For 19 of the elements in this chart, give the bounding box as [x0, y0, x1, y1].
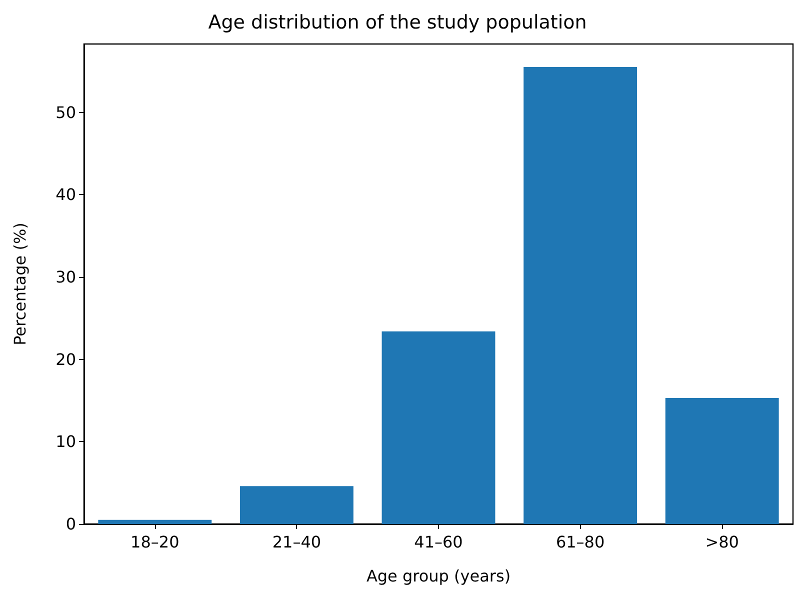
x-tick-label: 18–20 — [130, 532, 180, 552]
y-tick-label: 10 — [56, 432, 76, 452]
x-tick-label: 41–60 — [414, 532, 463, 552]
bar — [665, 398, 779, 524]
y-tick-label: 20 — [56, 350, 76, 369]
y-tick-label: 0 — [66, 514, 76, 534]
y-tick-label: 40 — [56, 185, 76, 204]
bar — [240, 486, 354, 524]
bar — [98, 520, 212, 524]
x-tick-label: >80 — [705, 532, 739, 552]
x-tick-label: 61–80 — [556, 532, 605, 552]
chart-title: Age distribution of the study population — [208, 12, 587, 34]
bar — [524, 67, 638, 524]
bar — [382, 331, 496, 524]
x-axis-title: Age group (years) — [366, 566, 511, 586]
y-tick-label: 30 — [56, 268, 76, 286]
y-axis-title: Percentage (%) — [10, 222, 30, 346]
x-tick-label: 21–40 — [272, 532, 322, 552]
y-tick-label: 50 — [56, 102, 76, 122]
